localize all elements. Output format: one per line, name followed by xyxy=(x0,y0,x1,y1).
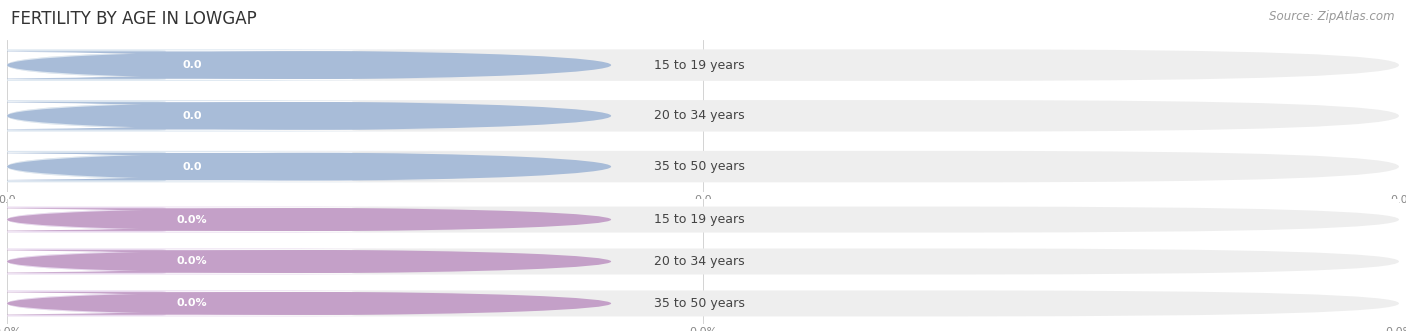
Text: FERTILITY BY AGE IN LOWGAP: FERTILITY BY AGE IN LOWGAP xyxy=(11,10,257,28)
FancyBboxPatch shape xyxy=(152,249,366,274)
FancyBboxPatch shape xyxy=(0,249,439,274)
Ellipse shape xyxy=(7,292,612,315)
FancyBboxPatch shape xyxy=(0,100,439,132)
FancyBboxPatch shape xyxy=(0,49,439,81)
FancyBboxPatch shape xyxy=(152,50,366,80)
FancyBboxPatch shape xyxy=(152,291,366,315)
Ellipse shape xyxy=(7,102,612,130)
Text: 20 to 34 years: 20 to 34 years xyxy=(654,109,745,122)
FancyBboxPatch shape xyxy=(0,51,468,79)
FancyBboxPatch shape xyxy=(0,102,468,129)
FancyBboxPatch shape xyxy=(152,208,366,232)
FancyBboxPatch shape xyxy=(0,290,439,316)
Text: 0.0%: 0.0% xyxy=(177,214,208,224)
FancyBboxPatch shape xyxy=(0,151,439,182)
Ellipse shape xyxy=(7,153,612,180)
FancyBboxPatch shape xyxy=(152,152,366,181)
Ellipse shape xyxy=(7,250,612,273)
FancyBboxPatch shape xyxy=(0,250,468,273)
FancyBboxPatch shape xyxy=(0,208,468,231)
Text: 0.0: 0.0 xyxy=(183,111,202,121)
Text: 15 to 19 years: 15 to 19 years xyxy=(654,59,745,71)
Text: 35 to 50 years: 35 to 50 years xyxy=(654,297,745,310)
Ellipse shape xyxy=(7,51,612,79)
Ellipse shape xyxy=(7,208,612,231)
FancyBboxPatch shape xyxy=(7,151,1399,182)
Text: 0.0: 0.0 xyxy=(183,60,202,70)
FancyBboxPatch shape xyxy=(152,101,366,130)
Text: Source: ZipAtlas.com: Source: ZipAtlas.com xyxy=(1270,10,1395,23)
FancyBboxPatch shape xyxy=(0,207,439,233)
FancyBboxPatch shape xyxy=(7,100,1399,132)
Text: 0.0: 0.0 xyxy=(183,162,202,171)
FancyBboxPatch shape xyxy=(7,49,1399,81)
FancyBboxPatch shape xyxy=(0,153,468,180)
Text: 20 to 34 years: 20 to 34 years xyxy=(654,255,745,268)
FancyBboxPatch shape xyxy=(7,207,1399,233)
FancyBboxPatch shape xyxy=(7,290,1399,316)
Text: 15 to 19 years: 15 to 19 years xyxy=(654,213,745,226)
FancyBboxPatch shape xyxy=(0,292,468,315)
Text: 35 to 50 years: 35 to 50 years xyxy=(654,160,745,173)
Text: 0.0%: 0.0% xyxy=(177,257,208,266)
FancyBboxPatch shape xyxy=(7,249,1399,274)
Text: 0.0%: 0.0% xyxy=(177,299,208,308)
